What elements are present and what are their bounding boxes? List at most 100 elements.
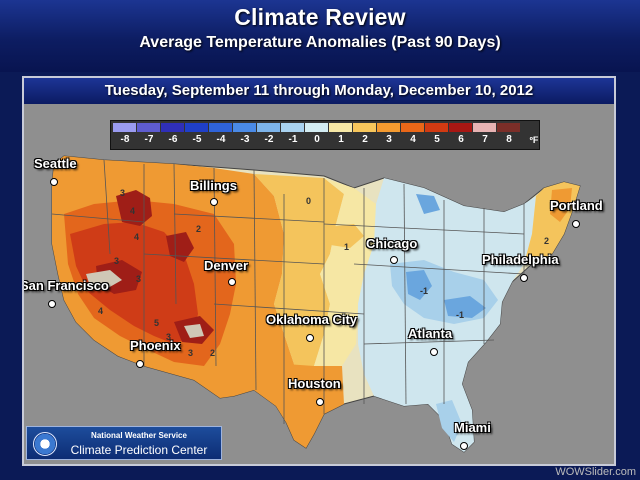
legend-label: -3 <box>240 134 250 145</box>
city-dot-atlanta <box>430 348 438 356</box>
legend-label: 7 <box>482 134 488 145</box>
city-label-oklahoma-city: Oklahoma City <box>266 312 358 327</box>
date-range-banner: Tuesday, September 11 through Monday, De… <box>24 78 614 104</box>
legend-label: 8 <box>506 134 512 145</box>
legend-unit: ºF <box>529 135 539 145</box>
anomaly-zone-warm-orange <box>550 188 572 222</box>
anomaly-zone-cool-dark <box>416 194 440 214</box>
anomaly-zone-neutral-patch <box>86 270 122 288</box>
legend-swatch <box>425 123 449 132</box>
city-dot-houston <box>316 398 324 406</box>
legend-label: -6 <box>168 134 178 145</box>
city-dot-oklahoma-city <box>306 334 314 342</box>
legend-swatches <box>113 123 521 132</box>
legend-swatch <box>305 123 329 132</box>
page-title: Climate Review <box>234 4 406 30</box>
anomaly-zone-warm-orange <box>254 364 344 448</box>
anomaly-zone-hottest <box>166 232 194 262</box>
anomaly-map: 4 3 4 2 3 3 4 5 3 3 2 0 -1 2 1 -1 <box>51 155 581 453</box>
legend-swatch <box>137 123 161 132</box>
contour-label: 3 <box>120 188 125 198</box>
contour-label: 2 <box>210 348 215 358</box>
contour-label: 4 <box>134 232 139 242</box>
city-dot-miami <box>460 442 468 450</box>
legend-swatch <box>209 123 233 132</box>
contour-label: 0 <box>306 196 311 206</box>
anomaly-zone-warm-mid <box>254 174 344 424</box>
legend-swatch <box>377 123 401 132</box>
anomaly-zone-neutral-patch <box>184 324 204 338</box>
city-label-atlanta: Atlanta <box>408 326 453 341</box>
legend-swatch <box>113 123 137 132</box>
legend-swatch <box>329 123 353 132</box>
contour-label: 3 <box>114 256 119 266</box>
city-label-san-francisco: San Francisco <box>22 278 109 293</box>
nws-cpc-badge: National Weather Service Climate Predict… <box>26 426 222 460</box>
contour-label: 3 <box>188 348 193 358</box>
legend-label: -8 <box>120 134 130 145</box>
legend-swatch <box>473 123 497 132</box>
city-label-chicago: Chicago <box>366 236 418 251</box>
badge-agency-line: National Weather Service <box>91 431 187 440</box>
anomaly-zone-cool-mid <box>436 400 462 442</box>
legend-labels: -8 -7 -6 -5 -4 -3 -2 -1 0 1 2 3 4 5 6 7 8 ºF <box>113 133 547 147</box>
contour-label: -1 <box>456 310 464 320</box>
city-label-phoenix: Phoenix <box>130 338 181 353</box>
header-banner: Climate Review Average Temperature Anoma… <box>0 0 640 72</box>
state-borders <box>51 159 525 424</box>
legend-label: -2 <box>264 134 274 145</box>
watermark-link[interactable]: WOWSlider.com <box>555 466 636 478</box>
anomaly-zone-warm-light <box>314 178 376 366</box>
city-dot-denver <box>228 278 236 286</box>
contour-label: 2 <box>196 224 201 234</box>
color-scale-legend: -8 -7 -6 -5 -4 -3 -2 -1 0 1 2 3 4 5 6 7 8 ºF <box>110 120 540 150</box>
legend-swatch <box>449 123 473 132</box>
city-dot-portland <box>572 220 580 228</box>
city-label-seattle: Seattle <box>34 156 77 171</box>
contour-label: 4 <box>130 206 135 216</box>
legend-label: 6 <box>458 134 464 145</box>
legend-swatch <box>185 123 209 132</box>
legend-label: 5 <box>434 134 440 145</box>
legend-label: -1 <box>288 134 298 145</box>
contour-label: 2 <box>544 236 549 246</box>
map-panel: Tuesday, September 11 through Monday, De… <box>22 76 616 466</box>
city-dot-philadelphia <box>520 274 528 282</box>
anomaly-zone-hottest <box>116 190 152 226</box>
legend-swatch <box>353 123 377 132</box>
city-dot-san-francisco <box>48 300 56 308</box>
city-dot-seattle <box>50 178 58 186</box>
legend-swatch <box>257 123 281 132</box>
city-label-billings: Billings <box>190 178 237 193</box>
legend-label: -4 <box>216 134 226 145</box>
legend-swatch <box>401 123 425 132</box>
city-label-miami: Miami <box>454 420 491 435</box>
legend-label: -7 <box>144 134 154 145</box>
legend-swatch <box>161 123 185 132</box>
city-dot-phoenix <box>136 360 144 368</box>
contour-label: -1 <box>420 286 428 296</box>
legend-swatch <box>233 123 257 132</box>
page-subtitle: Average Temperature Anomalies (Past 90 D… <box>139 34 501 51</box>
city-label-philadelphia: Philadelphia <box>482 252 559 267</box>
city-label-portland: Portland <box>550 198 603 213</box>
city-dot-billings <box>210 198 218 206</box>
city-dot-chicago <box>390 256 398 264</box>
anomaly-zone-cool-dark <box>444 296 486 318</box>
city-label-houston: Houston <box>288 376 341 391</box>
legend-label: 1 <box>338 134 344 145</box>
contour-label: 1 <box>344 242 349 252</box>
legend-swatch <box>281 123 305 132</box>
anomaly-zone-warm-mid <box>320 224 364 248</box>
city-label-denver: Denver <box>204 258 249 273</box>
legend-label: 3 <box>386 134 392 145</box>
contour-label: 3 <box>166 332 171 342</box>
anomaly-zone-cool-dark <box>406 270 432 300</box>
legend-label: 0 <box>314 134 320 145</box>
legend-label: -5 <box>192 134 202 145</box>
legend-label: 4 <box>410 134 416 145</box>
legend-label: 2 <box>362 134 368 145</box>
contour-label: 5 <box>154 318 159 328</box>
contour-label: 3 <box>136 274 141 284</box>
contour-label: 4 <box>98 306 103 316</box>
